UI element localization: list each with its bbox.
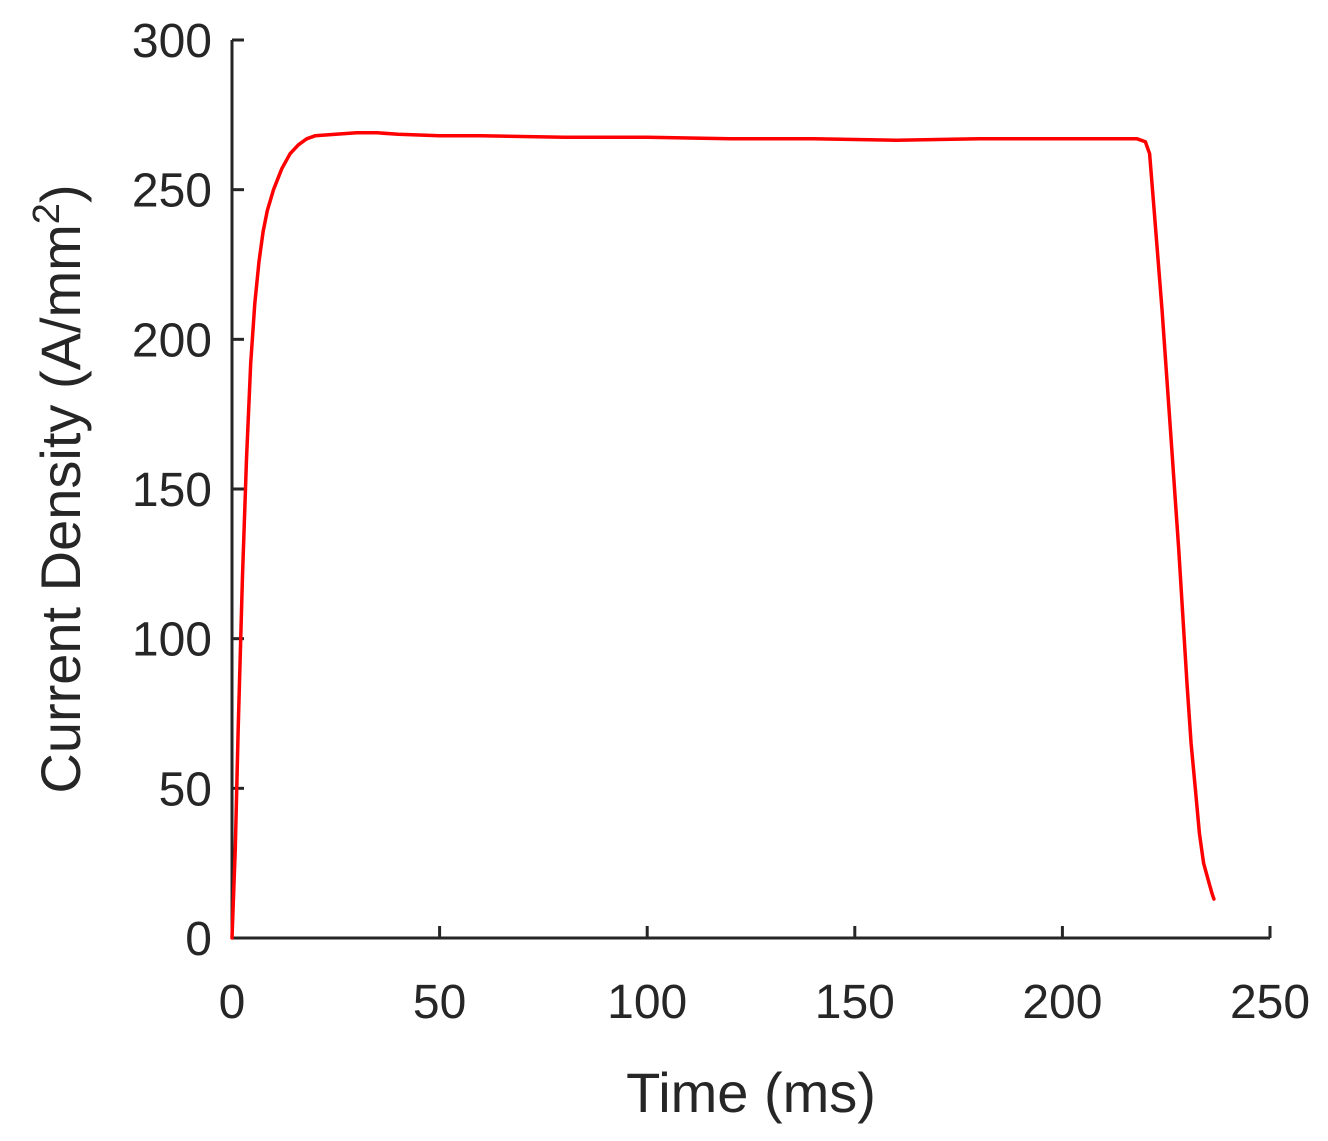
x-tick-label: 250 — [1230, 976, 1310, 1029]
axes — [230, 40, 1270, 940]
y-tick-label: 300 — [132, 15, 212, 68]
x-tick-label: 50 — [413, 976, 466, 1029]
y-axis-label: Current Density (A/mm2) — [26, 184, 92, 793]
x-tick-label: 0 — [219, 976, 246, 1029]
y-tick-label: 50 — [159, 763, 212, 816]
plot-series — [230, 131, 1216, 940]
y-axis-label-close: ) — [29, 184, 92, 203]
x-tick-label: 100 — [607, 976, 687, 1029]
y-tick-label: 0 — [185, 913, 212, 966]
y-axis-label-main: Current Density (A/mm — [29, 224, 92, 793]
x-ticks: 0 50 100 150 200 250 — [219, 926, 1310, 1029]
y-tick-label: 100 — [132, 614, 212, 667]
x-tick-label: 150 — [815, 976, 895, 1029]
y-tick-label: 150 — [132, 464, 212, 517]
y-axis-label-superscript: 2 — [26, 203, 68, 224]
x-tick-label: 200 — [1022, 976, 1102, 1029]
y-tick-label: 200 — [132, 314, 212, 367]
y-ticks: 0 50 100 150 200 250 300 — [132, 15, 244, 966]
x-axis-label: Time (ms) — [626, 1061, 876, 1124]
current-density-line — [230, 131, 1216, 940]
y-tick-label: 250 — [132, 165, 212, 218]
